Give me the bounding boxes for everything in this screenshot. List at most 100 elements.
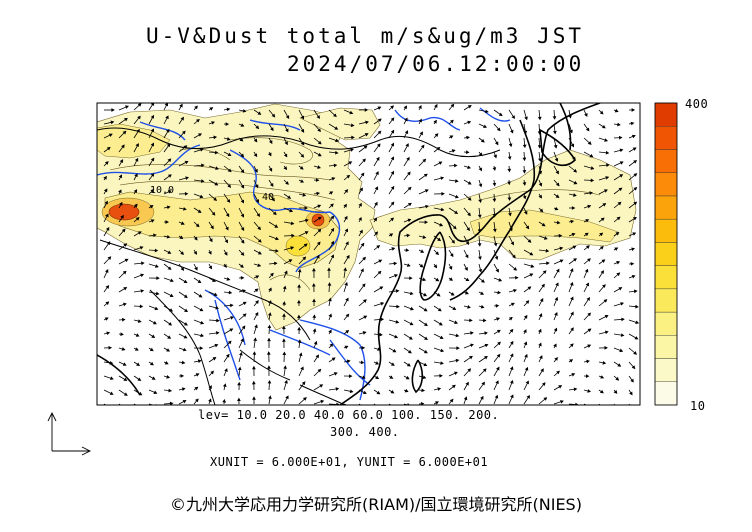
wind-vector-head (240, 184, 245, 189)
wind-vector-head (212, 278, 216, 282)
wind-vector-head (121, 228, 126, 233)
wind-vector-head (153, 390, 158, 394)
wind-vector-head (440, 176, 445, 181)
wind-vector-head (555, 194, 560, 198)
wind-vector-head (297, 284, 301, 288)
wind-vector-head (466, 227, 470, 232)
wind-vector-head (150, 173, 155, 177)
wind-vector-head (319, 384, 324, 388)
wind-vector-head (545, 248, 550, 253)
wind-vector-head (450, 103, 455, 108)
colorbar-swatch (654, 265, 678, 290)
wind-vector-head (584, 232, 589, 237)
wind-vector-head (455, 358, 460, 363)
vector-units: XUNIT = 6.000E+01, YUNIT = 6.000E+01 (210, 455, 489, 469)
wind-vector-head (320, 399, 325, 404)
wind-vector-head (498, 112, 503, 117)
wind-vector-head (119, 159, 124, 163)
wind-vector-head (420, 401, 425, 405)
wind-vector-head (542, 270, 547, 275)
wind-vector-head (213, 292, 218, 297)
wind-vector-head (604, 330, 609, 335)
wind-vector-head (484, 331, 488, 336)
wind-vector-head (184, 191, 189, 196)
wind-vector-head (282, 313, 286, 317)
wind-vector-head (200, 333, 205, 338)
wind-vector-head (110, 407, 113, 409)
wind-vector-head (140, 289, 145, 293)
wind-vector-head (345, 329, 350, 334)
wind-vector-head (182, 347, 187, 352)
wind-vector-head (538, 342, 542, 347)
wind-vector-head (297, 268, 302, 273)
wind-vector-head (123, 243, 128, 247)
wind-vector-head (513, 267, 518, 271)
wind-vector-head (125, 407, 128, 409)
wind-vector-head (510, 241, 514, 246)
wind-vector-head (390, 170, 395, 175)
wind-vector-head (406, 156, 410, 161)
wind-vector-head (433, 264, 438, 269)
wind-vector-head (419, 263, 424, 268)
wind-vector-head (407, 202, 412, 207)
wind-vector-head (619, 148, 624, 153)
wind-vector-head (169, 401, 174, 405)
wind-vector-head (330, 203, 334, 208)
wind-vector-head (552, 116, 557, 120)
wind-vector-head (150, 128, 155, 133)
wind-vector-head (589, 191, 593, 195)
wind-vector-head (343, 203, 347, 208)
wind-vector-head (477, 214, 482, 219)
wind-vector-head (110, 120, 115, 125)
wind-vector-head (120, 332, 124, 337)
wind-vector-head (349, 110, 354, 115)
wind-vector-head (124, 258, 129, 263)
wind-vector-head (240, 276, 245, 280)
colorbar-swatch (654, 311, 678, 336)
wind-vector-head (330, 227, 335, 232)
wind-vector-head (267, 365, 271, 369)
wind-vector-head (380, 301, 385, 306)
wind-vector-head (137, 103, 142, 107)
wind-vector-head (271, 113, 276, 118)
wind-vector-head (103, 175, 107, 180)
wind-vector-head (208, 265, 212, 270)
wind-vector-head (470, 331, 474, 335)
wind-vector-head (194, 266, 198, 271)
wind-vector-head (140, 273, 145, 278)
contour-label: 40 (262, 192, 274, 203)
wind-vector-head (614, 108, 619, 113)
wind-vector-head (390, 185, 395, 190)
wind-vector-head (404, 130, 409, 135)
wind-vector-head (313, 340, 318, 345)
wind-vector-head (197, 209, 202, 213)
wind-vector-head (449, 398, 454, 403)
wind-vector-head (362, 331, 367, 335)
wind-vector-head (590, 166, 595, 170)
wind-vector-head (275, 236, 279, 241)
wind-vector-head (478, 268, 483, 273)
wind-vector-head (449, 277, 453, 281)
wind-vector-head (253, 153, 258, 158)
wind-vector-head (213, 135, 218, 140)
wind-vector-head (330, 240, 335, 245)
wind-vector-head (480, 395, 484, 400)
wind-vector-head (123, 117, 128, 122)
wind-vector-head (317, 140, 322, 145)
wind-vector-head (208, 385, 212, 390)
wind-vector-head (136, 128, 140, 133)
wind-vector-head (227, 168, 232, 173)
wind-vector-head (150, 219, 155, 223)
wind-vector-head (317, 128, 321, 133)
wind-vector-head (439, 373, 443, 378)
wind-vector-field (103, 103, 640, 409)
wind-vector-head (492, 167, 497, 171)
wind-vector-head (449, 135, 454, 139)
wind-vector-head (424, 322, 428, 327)
wind-vector-head (616, 272, 621, 277)
wind-vector-head (271, 197, 275, 202)
wind-vector-head (450, 253, 454, 258)
wind-vector-head (109, 361, 114, 365)
wind-vector-head (512, 254, 516, 259)
